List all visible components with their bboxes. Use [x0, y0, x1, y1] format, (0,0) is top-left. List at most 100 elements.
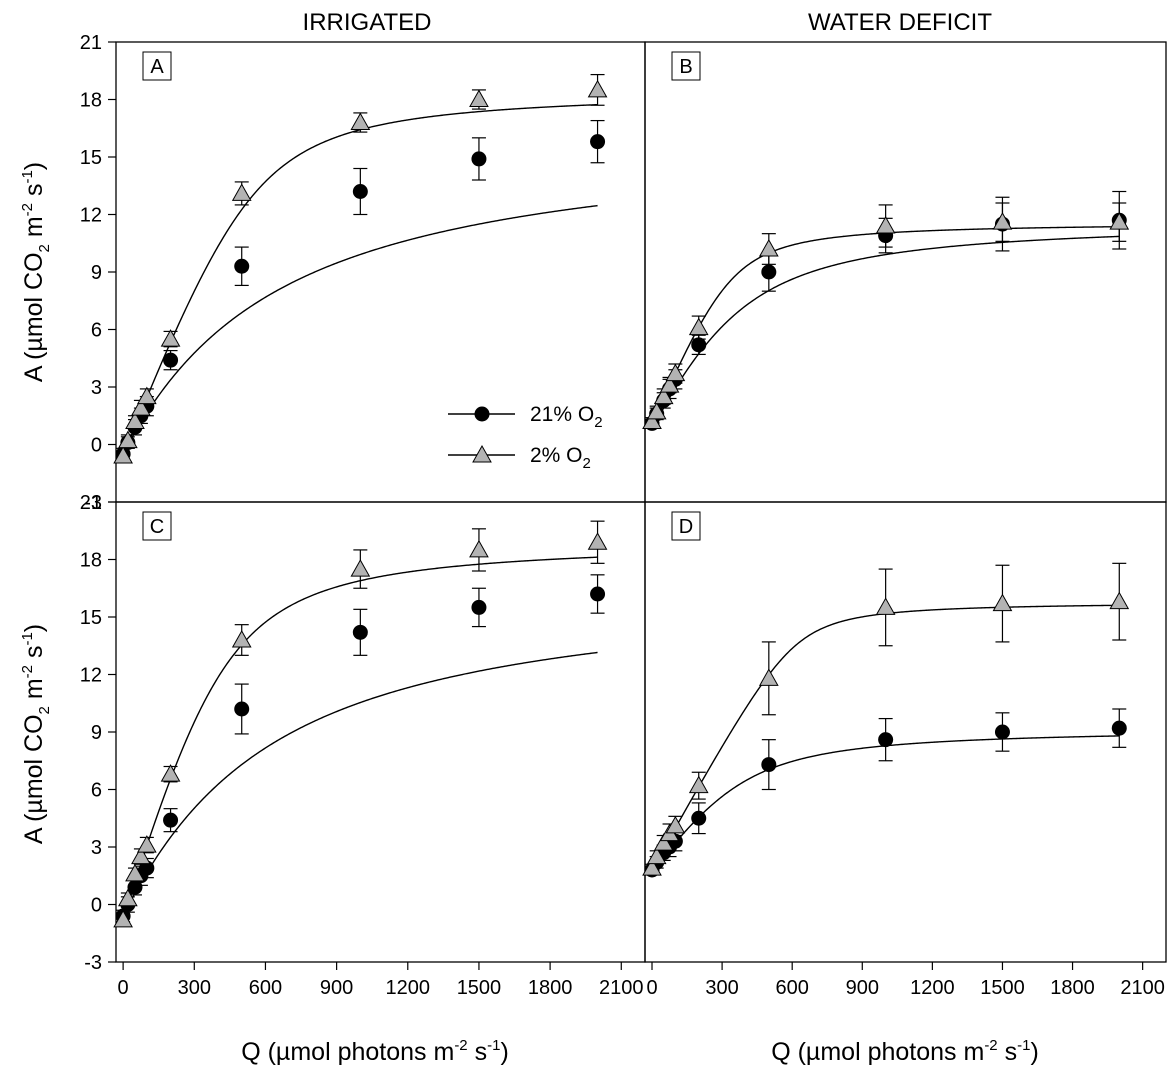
panel-label-box — [671, 51, 701, 81]
data-point-triangle — [992, 212, 1013, 230]
y-tick-label: 9 — [91, 262, 102, 284]
y-tick-label: 18 — [80, 90, 102, 112]
y-tick-label: -3 — [84, 952, 102, 974]
data-point-circle — [761, 264, 777, 280]
data-point-triangle — [659, 375, 680, 393]
data-point-circle — [761, 757, 777, 773]
y-tick-label: 21 — [80, 32, 102, 54]
panel-c: C -3 0 3 6 9 12 15 18 21 0 300 600 900 1200 1500 1800 210… — [80, 492, 646, 999]
y-axis-title-top: A (µmol CO2 m-2 s-1) — [19, 162, 53, 382]
data-point-circle — [994, 724, 1010, 740]
data-point-triangle — [469, 539, 489, 558]
legend-marker-triangle — [472, 444, 492, 463]
panel-d: D 0 300 600 900 1200 1500 1800 2100 — [642, 501, 1167, 999]
data-point-circle — [127, 879, 143, 895]
x-tick-label: 2100 — [599, 977, 644, 999]
data-point-triangle — [642, 411, 662, 429]
x-tick-label: 1500 — [457, 977, 502, 999]
x-tick-label: 300 — [178, 977, 211, 999]
x-axis-title-right: Q (µmol photons m-2 s-1) — [771, 1037, 1039, 1066]
data-point-triangle — [758, 238, 779, 257]
data-point-triangle — [1109, 591, 1130, 610]
panel-label-box — [142, 511, 172, 541]
data-point-triangle — [113, 445, 133, 464]
x-axis-title-left: Q (µmol photons m-2 s-1) — [241, 1037, 509, 1066]
panel-frame — [644, 501, 1167, 963]
data-point-circle — [352, 624, 368, 640]
panel-frame — [644, 41, 1167, 503]
y-tick-label: 9 — [91, 722, 102, 744]
x-tick-label: 600 — [776, 977, 809, 999]
y-tick-label: 18 — [80, 550, 102, 572]
x-tick-label: 1200 — [386, 977, 431, 999]
column-title-irrigated: IRRIGATED — [303, 9, 432, 36]
data-point-circle — [691, 337, 707, 353]
data-point-circle — [691, 810, 707, 826]
x-tick-label: 1800 — [528, 977, 573, 999]
y-axis-title-bottom: A (µmol CO2 m-2 s-1) — [19, 624, 53, 844]
data-point-circle — [471, 599, 487, 615]
data-point-triangle — [350, 112, 371, 130]
y-tick-label: 6 — [91, 780, 102, 802]
data-point-triangle — [875, 215, 896, 234]
data-point-triangle — [875, 597, 896, 615]
data-point-circle — [1111, 720, 1127, 736]
data-point-circle — [878, 732, 894, 748]
data-point-triangle — [469, 89, 489, 107]
fit-curve-circle — [122, 651, 598, 917]
data-point-triangle — [653, 386, 674, 405]
fit-curve-circle — [651, 235, 1120, 430]
x-tick-label: 900 — [846, 977, 879, 999]
data-point-circle — [163, 352, 179, 368]
x-tick-label: 1800 — [1050, 977, 1095, 999]
y-tick-label: 15 — [80, 147, 102, 169]
data-point-triangle — [587, 79, 608, 98]
data-point-triangle — [665, 363, 686, 382]
y-tick-label: -3 — [84, 492, 102, 514]
fit-curve-circle — [122, 204, 598, 455]
y-tick-label: 12 — [80, 665, 102, 687]
x-tick-label: 600 — [249, 977, 282, 999]
data-point-triangle — [160, 764, 181, 782]
data-point-triangle — [136, 835, 157, 853]
data-point-triangle — [125, 411, 145, 429]
data-point-triangle — [118, 430, 138, 449]
data-point-triangle — [587, 532, 608, 550]
data-point-circle — [590, 586, 606, 602]
legend: 21% O2 2% O2 — [448, 403, 603, 472]
data-point-triangle — [350, 559, 371, 577]
data-point-triangle — [665, 815, 686, 834]
x-tick-label: 0 — [118, 977, 129, 999]
y-tick-label: 0 — [91, 895, 102, 917]
data-point-triangle — [136, 386, 157, 405]
data-point-circle — [234, 701, 250, 717]
fit-curve-triangle — [122, 103, 598, 457]
panel-label-box — [142, 51, 172, 81]
data-point-triangle — [231, 629, 252, 648]
x-tick-label: 1200 — [910, 977, 955, 999]
data-point-triangle — [992, 593, 1013, 612]
panel-b: B — [642, 41, 1167, 503]
data-point-triangle — [118, 888, 138, 907]
data-point-triangle — [688, 317, 709, 336]
panel-label: C — [150, 516, 164, 538]
x-tick-label: 1500 — [980, 977, 1025, 999]
panel-frame — [115, 501, 646, 963]
panel-a: A -3 0 3 6 9 12 15 18 21 — [80, 32, 646, 514]
x-tick-label: 2100 — [1120, 977, 1165, 999]
y-tick-label: 12 — [80, 205, 102, 227]
data-point-triangle — [113, 909, 133, 928]
data-point-circle — [163, 812, 179, 828]
data-point-circle — [471, 151, 487, 167]
data-point-circle — [234, 258, 250, 274]
data-point-triangle — [646, 846, 667, 865]
data-point-triangle — [646, 401, 667, 420]
data-point-triangle — [688, 775, 709, 794]
data-point-triangle — [131, 846, 151, 865]
panel-label: B — [679, 56, 692, 78]
data-point-triangle — [160, 329, 181, 347]
data-point-triangle — [642, 858, 662, 876]
legend-label-2: 2% O2 — [530, 444, 591, 472]
data-point-triangle — [653, 833, 674, 851]
